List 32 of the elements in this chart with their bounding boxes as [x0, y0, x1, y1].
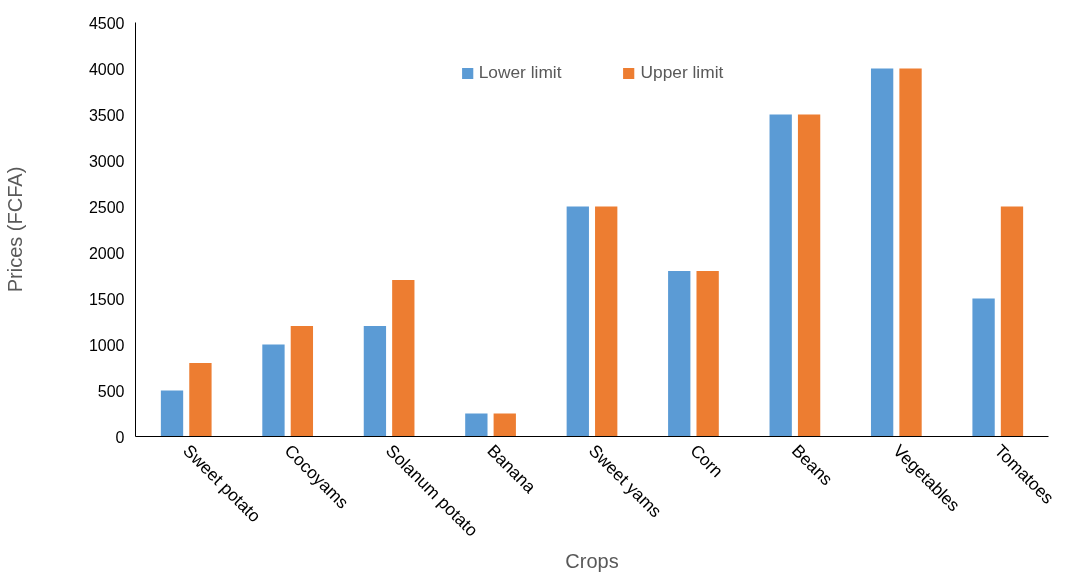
bar [668, 270, 691, 437]
y-tick-label: 1000 [88, 336, 125, 354]
bar [262, 344, 285, 437]
bar [870, 68, 894, 437]
y-tick-label: 4000 [88, 60, 125, 78]
y-tick-label: 1500 [88, 290, 125, 308]
bar [493, 413, 516, 437]
y-tick-label: 3000 [88, 152, 125, 170]
y-tick-label: 2500 [88, 198, 125, 216]
legend-label: Upper limit [640, 62, 724, 83]
bar [189, 362, 212, 437]
bar [797, 114, 821, 437]
y-tick-label: 500 [97, 382, 125, 400]
y-axis-title: Prices (FCFA) [3, 166, 26, 293]
bar [1000, 206, 1024, 437]
legend-label: Lower limit [478, 62, 562, 83]
bar [566, 206, 589, 437]
y-tick-label: 3500 [88, 106, 125, 124]
x-axis-title: Crops [565, 550, 619, 573]
bar [160, 390, 184, 437]
bar [392, 280, 415, 437]
y-tick-label: 0 [115, 428, 125, 446]
bar [696, 270, 719, 437]
bar [595, 206, 618, 437]
bar [465, 413, 488, 437]
bar [769, 114, 792, 437]
bar [899, 68, 922, 437]
bar [363, 326, 387, 437]
bar [972, 298, 995, 437]
bar [290, 326, 314, 437]
y-tick-label: 4500 [88, 14, 125, 32]
y-tick-label: 2000 [88, 244, 125, 262]
